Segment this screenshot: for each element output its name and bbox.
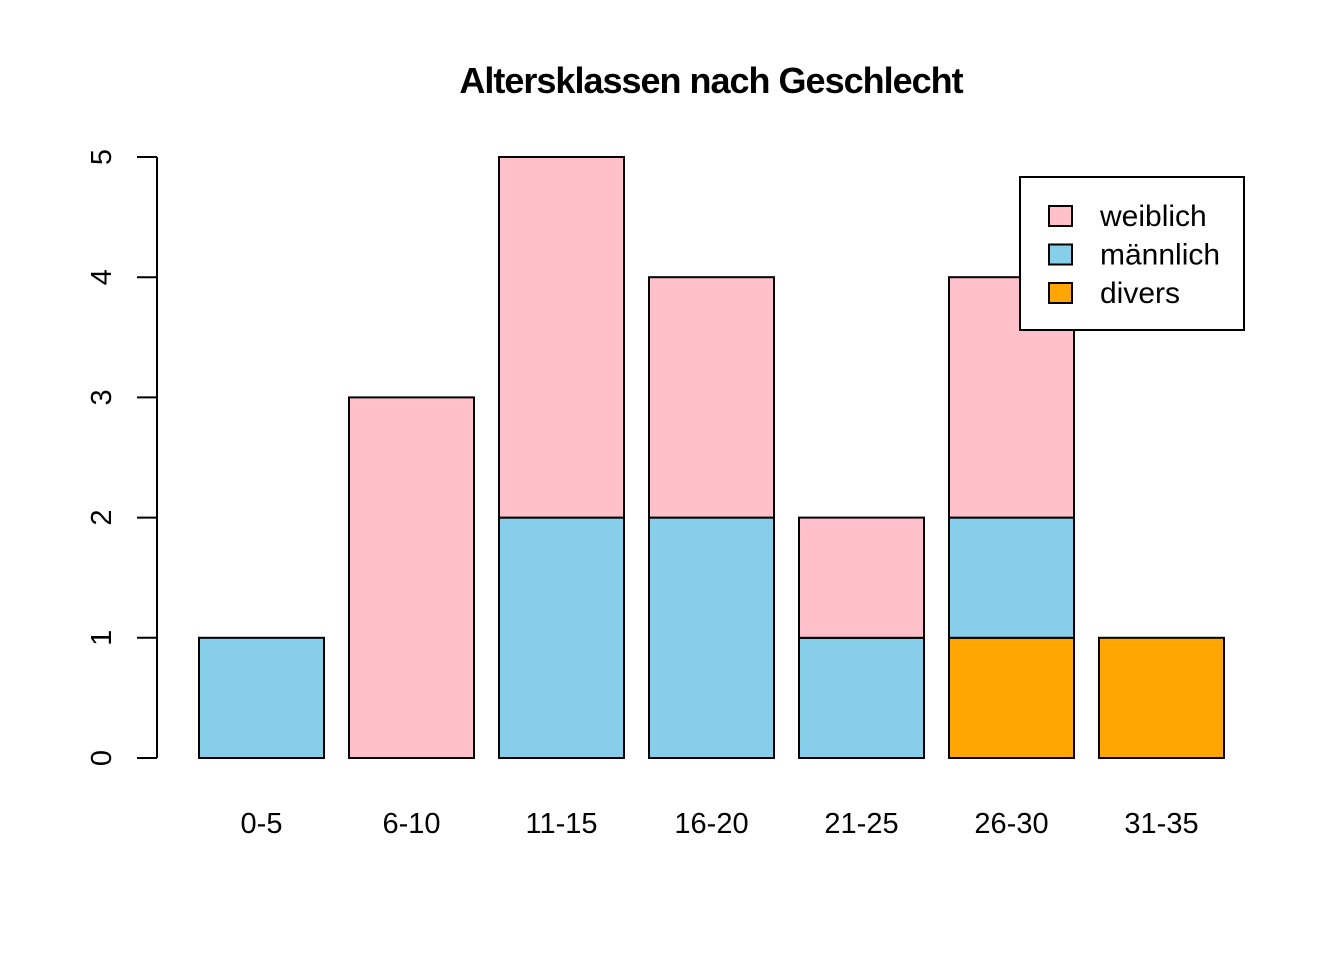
bar-segment-divers: [1098, 636, 1225, 759]
legend: weiblich männlich divers: [1019, 176, 1245, 331]
x-tick-label: 16-20: [674, 808, 748, 840]
bar-segment-männlich: [198, 636, 325, 759]
bar-segment-weiblich: [648, 276, 775, 519]
bar-segment-weiblich: [498, 156, 625, 519]
legend-swatch: [1048, 205, 1073, 227]
bars: [198, 156, 1225, 759]
y-tick-label: 5: [86, 149, 118, 165]
bar-segment-weiblich: [798, 516, 925, 639]
legend-label: weiblich: [1099, 200, 1207, 233]
legend-label: männlich: [1100, 239, 1220, 272]
y-axis: 0 1 2 3 4 5: [86, 149, 158, 766]
x-tick-label: 0-5: [241, 808, 283, 840]
x-tick-label: 11-15: [525, 808, 597, 840]
y-tick-label: 3: [86, 389, 118, 405]
x-tick-label: 6-10: [382, 808, 440, 840]
x-axis-labels: 0-5 6-10 11-15 16-20 21-25 26-30 31-35: [241, 808, 1199, 840]
bar-segment-weiblich: [348, 396, 475, 759]
bar-segment-männlich: [948, 516, 1075, 639]
legend-label: divers: [1100, 277, 1180, 310]
y-tick-label: 0: [86, 750, 118, 766]
x-tick-label: 21-25: [824, 808, 898, 840]
bar-segment-männlich: [498, 516, 625, 759]
chart-title: Altersklassen nach Geschlecht: [459, 60, 963, 101]
bar-segment-männlich: [798, 636, 925, 759]
bar-segment-männlich: [648, 516, 775, 759]
bar-segment-divers: [948, 636, 1075, 759]
legend-swatch: [1048, 282, 1073, 304]
y-tick-label: 2: [86, 510, 118, 526]
y-tick-label: 4: [86, 269, 118, 285]
legend-swatch: [1048, 243, 1073, 266]
y-tick-label: 1: [86, 630, 118, 646]
x-tick-label: 26-30: [974, 808, 1048, 840]
x-tick-label: 31-35: [1124, 808, 1198, 840]
